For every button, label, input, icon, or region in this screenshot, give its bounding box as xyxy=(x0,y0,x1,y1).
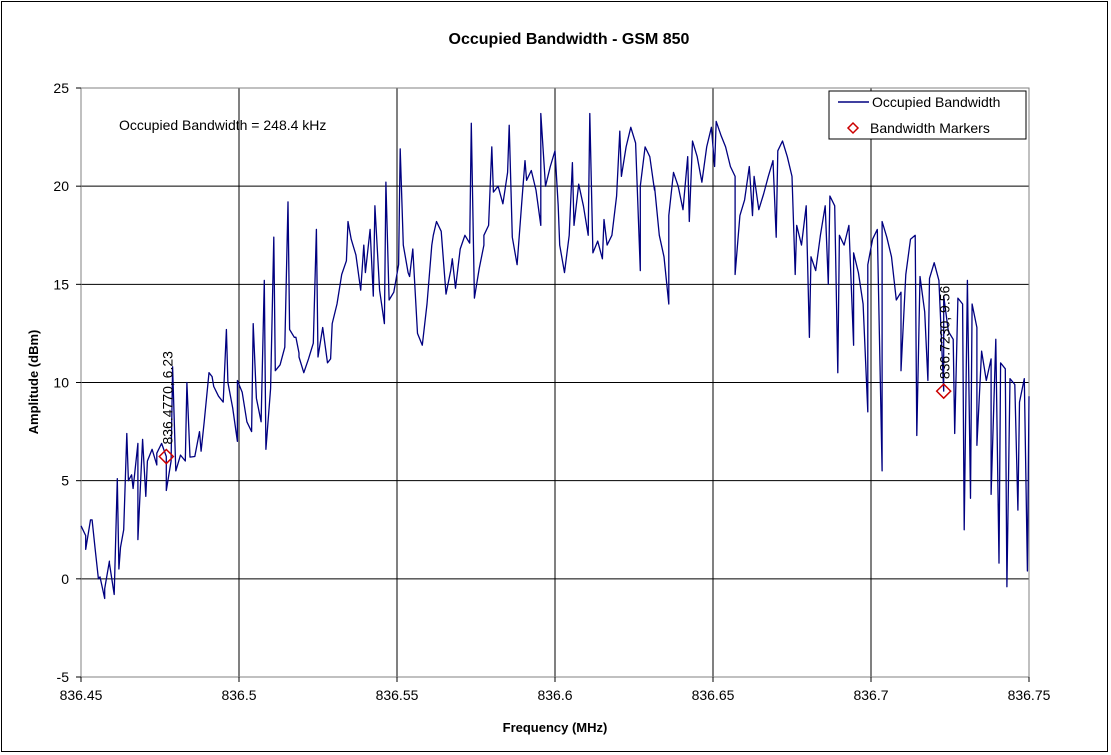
x-tick-label: 836.75 xyxy=(1008,687,1051,703)
x-tick-label: 836.65 xyxy=(692,687,735,703)
series-line-occupied-bandwidth xyxy=(80,112,1030,600)
y-tick-label: 15 xyxy=(53,276,69,292)
y-axis-title: Amplitude (dBm) xyxy=(26,330,41,435)
bandwidth-marker-1 xyxy=(158,448,175,465)
y-axis-ticks: -5 0 5 10 15 20 25 xyxy=(53,80,81,685)
y-tick-label: 20 xyxy=(53,178,69,194)
bandwidth-marker-label-1: 836.4770, 6.23 xyxy=(159,351,175,445)
y-tick-label: -5 xyxy=(57,669,70,685)
grid xyxy=(81,88,1029,677)
bandwidth-marker-2 xyxy=(935,383,952,400)
legend-label-bandwidth-markers: Bandwidth Markers xyxy=(870,120,990,136)
x-axis-ticks: 836.45 836.5 836.55 836.6 836.65 836.7 836.75 xyxy=(60,677,1051,703)
y-tick-label: 25 xyxy=(53,80,69,96)
legend-box xyxy=(828,90,1027,140)
x-axis-title: Frequency (MHz) xyxy=(503,720,608,735)
markers-layer: 836.4770, 6.23 836.7230, 9.56 xyxy=(158,286,953,465)
y-tick-label: 0 xyxy=(61,571,69,587)
x-tick-label: 836.7 xyxy=(853,687,888,703)
x-tick-label: 836.55 xyxy=(376,687,419,703)
legend: Occupied Bandwidth Bandwidth Markers xyxy=(828,90,1027,140)
chart-title: Occupied Bandwidth - GSM 850 xyxy=(449,31,690,48)
x-tick-label: 836.6 xyxy=(537,687,572,703)
y-tick-label: 10 xyxy=(53,375,69,391)
legend-label-occupied-bandwidth: Occupied Bandwidth xyxy=(872,94,1000,110)
occupied-bandwidth-annotation: Occupied Bandwidth = 248.4 kHz xyxy=(119,117,326,133)
x-tick-label: 836.5 xyxy=(221,687,256,703)
y-tick-label: 5 xyxy=(61,473,69,489)
series-layer xyxy=(80,112,1030,600)
x-tick-label: 836.45 xyxy=(60,687,103,703)
legend-diamond-swatch xyxy=(846,121,860,135)
bandwidth-marker-label-2: 836.7230, 9.56 xyxy=(937,286,953,380)
